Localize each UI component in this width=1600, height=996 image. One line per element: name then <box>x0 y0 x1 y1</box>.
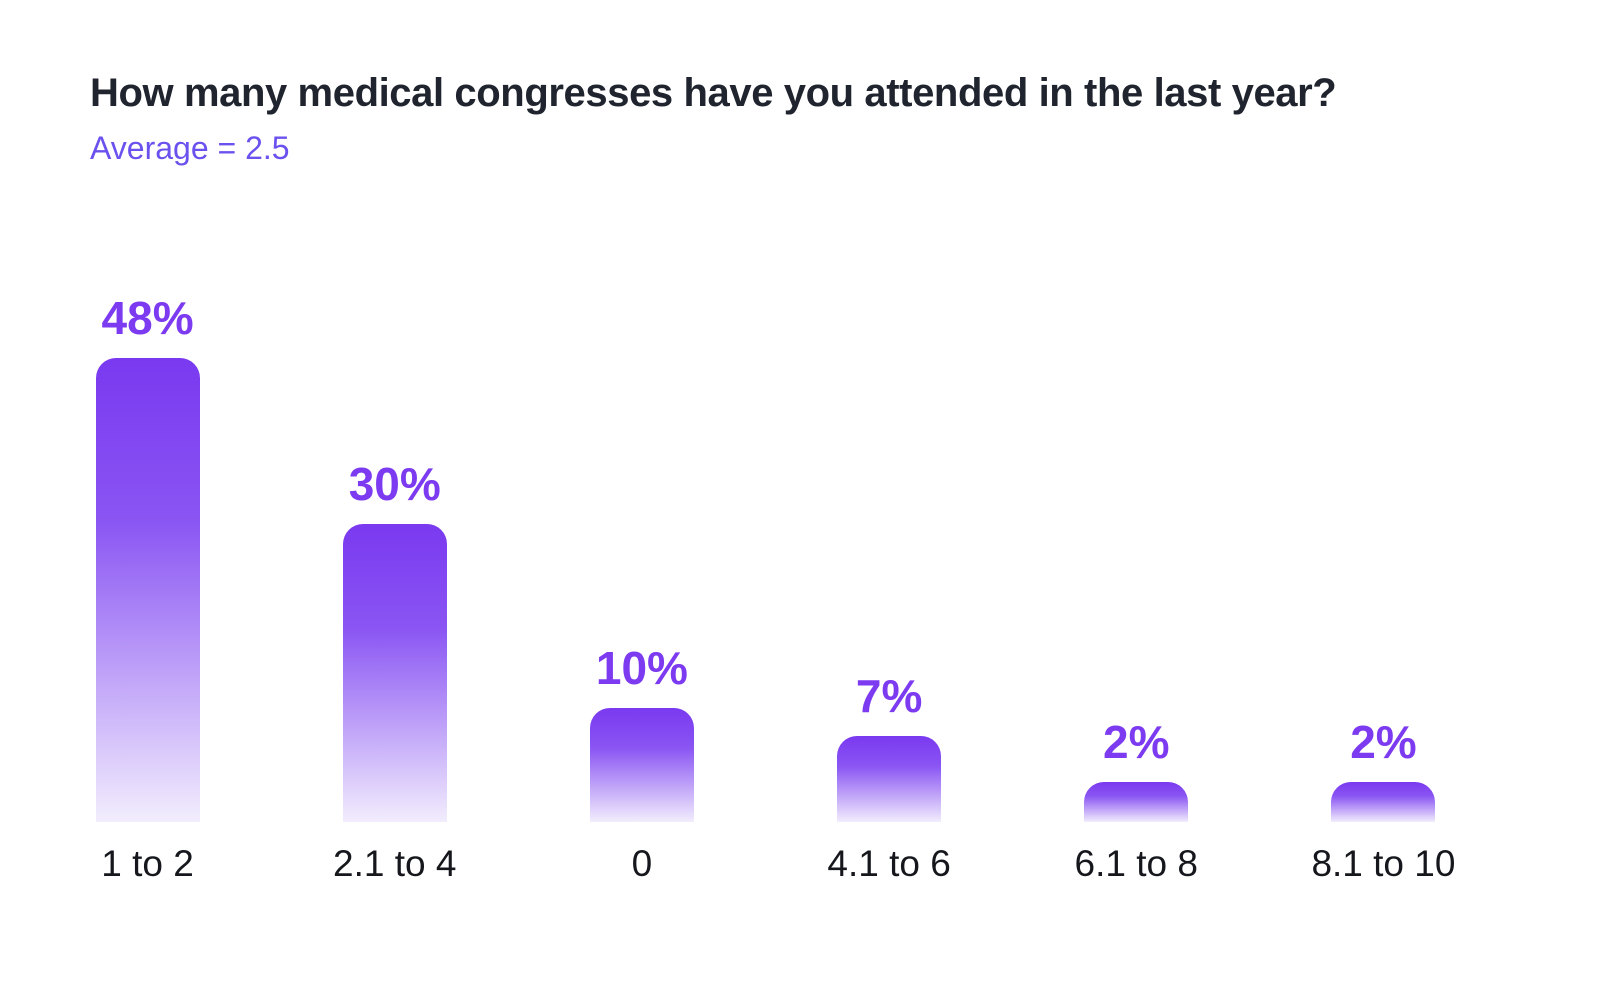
bar-stack: 2% <box>1260 0 1507 822</box>
bar <box>837 736 942 822</box>
bar <box>95 358 200 822</box>
bar-column: 10% 0 <box>518 0 765 885</box>
bar-column: 7% 4.1 to 6 <box>766 0 1013 885</box>
bar-stack: 2% <box>1013 0 1260 822</box>
category-label: 0 <box>631 843 653 884</box>
bar-value-label: 30% <box>348 458 441 511</box>
category-label: 4.1 to 6 <box>827 843 951 884</box>
bar-value-label: 10% <box>595 642 688 695</box>
bar-column: 2% 8.1 to 10 <box>1260 0 1507 885</box>
bar <box>1331 782 1436 822</box>
bar-value-label: 48% <box>101 292 194 345</box>
bar-column: 48% 1 to 2 <box>24 0 271 885</box>
bar-column: 2% 6.1 to 8 <box>1013 0 1260 885</box>
bar <box>589 708 694 822</box>
category-label: 8.1 to 10 <box>1311 843 1456 884</box>
bar-stack: 48% <box>24 0 271 822</box>
bar-value-label: 2% <box>1103 716 1170 769</box>
bar-stack: 7% <box>766 0 1013 822</box>
category-label: 6.1 to 8 <box>1074 843 1198 884</box>
bar-column: 30% 2.1 to 4 <box>271 0 518 885</box>
chart-title: How many medical congresses have you att… <box>90 70 1337 115</box>
category-label: 2.1 to 4 <box>333 843 457 884</box>
average-annotation: Average = 2.5 <box>90 130 290 166</box>
bar <box>1084 782 1189 822</box>
bar-stack: 10% <box>518 0 765 822</box>
bar-stack: 30% <box>271 0 518 822</box>
bar-chart: 48% 1 to 2 30% 2.1 to 4 10% 0 7% 4 <box>24 0 1507 885</box>
bar-value-label: 7% <box>855 670 923 723</box>
bar-value-label: 2% <box>1350 716 1417 769</box>
category-label: 1 to 2 <box>101 843 194 884</box>
bar <box>342 524 447 822</box>
